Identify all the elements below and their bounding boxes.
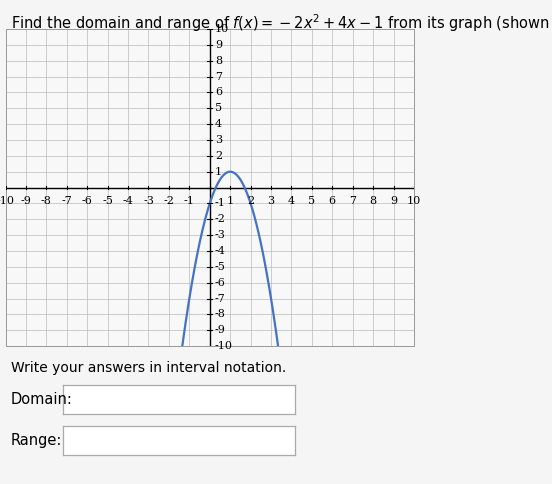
Text: -5: -5 bbox=[215, 262, 226, 272]
Text: 1: 1 bbox=[215, 166, 222, 177]
Text: -1: -1 bbox=[184, 197, 195, 206]
Text: -10: -10 bbox=[0, 197, 14, 206]
Text: 7: 7 bbox=[349, 197, 356, 206]
Text: -4: -4 bbox=[215, 246, 226, 256]
Text: 6: 6 bbox=[215, 88, 222, 97]
Text: -3: -3 bbox=[215, 230, 226, 240]
Text: -3: -3 bbox=[143, 197, 154, 206]
Text: 2: 2 bbox=[247, 197, 254, 206]
Text: 6: 6 bbox=[329, 197, 336, 206]
Text: -9: -9 bbox=[20, 197, 31, 206]
Text: 7: 7 bbox=[215, 72, 222, 82]
Text: -6: -6 bbox=[215, 278, 226, 287]
Text: 4: 4 bbox=[288, 197, 295, 206]
Text: 8: 8 bbox=[215, 56, 222, 66]
Text: -2: -2 bbox=[215, 214, 226, 224]
Text: -5: -5 bbox=[102, 197, 113, 206]
Text: -1: -1 bbox=[215, 198, 226, 209]
Text: -10: -10 bbox=[215, 341, 233, 351]
Text: 8: 8 bbox=[370, 197, 376, 206]
Text: 5: 5 bbox=[215, 103, 222, 113]
Text: -6: -6 bbox=[82, 197, 93, 206]
Text: Domain:: Domain: bbox=[11, 392, 73, 407]
Text: -4: -4 bbox=[123, 197, 134, 206]
Text: -9: -9 bbox=[215, 325, 226, 335]
Text: -7: -7 bbox=[215, 293, 226, 303]
Text: 10: 10 bbox=[407, 197, 421, 206]
Text: 3: 3 bbox=[215, 135, 222, 145]
Text: 1: 1 bbox=[227, 197, 233, 206]
Text: 5: 5 bbox=[309, 197, 315, 206]
Text: Range:: Range: bbox=[11, 433, 62, 448]
Text: Write your answers in interval notation.: Write your answers in interval notation. bbox=[11, 361, 286, 375]
Text: 2: 2 bbox=[215, 151, 222, 161]
Text: -8: -8 bbox=[41, 197, 52, 206]
Text: -8: -8 bbox=[215, 309, 226, 319]
Text: 9: 9 bbox=[390, 197, 397, 206]
Text: 4: 4 bbox=[215, 119, 222, 129]
Text: 3: 3 bbox=[268, 197, 274, 206]
Text: Find the domain and range of $f(x) = -2x^2 + 4x - 1$ from its graph (shown below: Find the domain and range of $f(x) = -2x… bbox=[11, 12, 552, 34]
Text: 10: 10 bbox=[215, 24, 229, 34]
Text: -2: -2 bbox=[163, 197, 174, 206]
Text: 9: 9 bbox=[215, 40, 222, 50]
Text: -7: -7 bbox=[61, 197, 72, 206]
